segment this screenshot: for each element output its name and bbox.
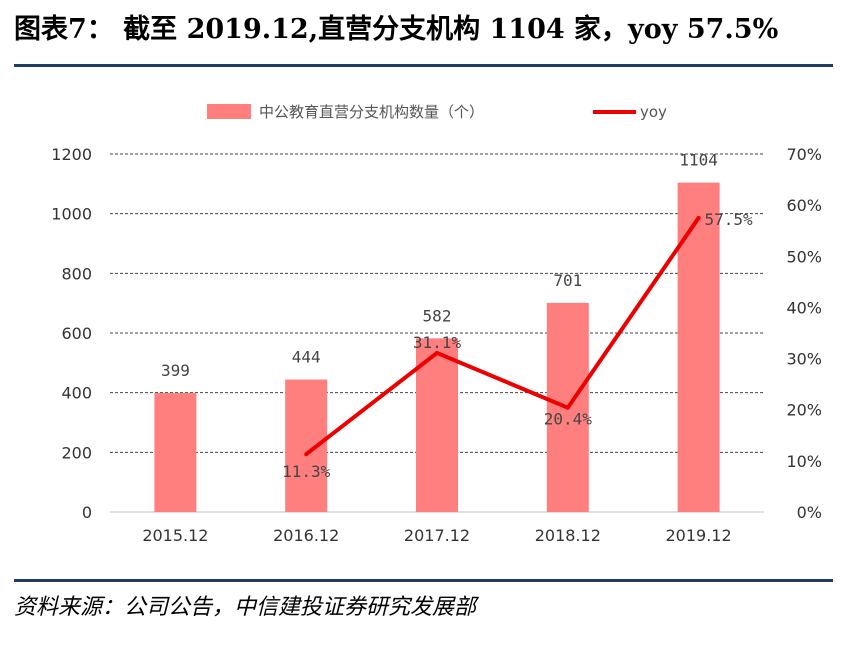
chart-legend: 中公教育直营分支机构数量（个） yoy <box>207 103 667 121</box>
left-tick-label: 1200 <box>51 145 92 164</box>
bar-data-label: 701 <box>553 271 582 290</box>
legend-label-line: yoy <box>640 103 667 121</box>
category-label: 2018.12 <box>535 526 601 545</box>
bar <box>416 338 458 512</box>
right-tick-label: 30% <box>786 350 822 369</box>
bar-data-label: 582 <box>423 306 452 325</box>
yoy-point <box>565 405 570 410</box>
category-label: 2016.12 <box>273 526 339 545</box>
yoy-data-label: 20.4% <box>544 410 593 429</box>
left-tick-label: 400 <box>61 384 92 403</box>
yoy-point <box>696 215 701 220</box>
source-note: 资料来源：公司公告，中信建投证券研究发展部 <box>14 595 477 620</box>
category-label: 2019.12 <box>666 526 732 545</box>
right-axis: 0% 10% 20% 30% 40% 50% 60% 70% <box>786 145 822 522</box>
right-tick-label: 40% <box>786 298 822 317</box>
yoy-data-label: 57.5% <box>705 210 754 229</box>
right-tick-label: 70% <box>786 145 822 164</box>
right-tick-label: 20% <box>786 401 822 420</box>
left-tick-label: 200 <box>61 443 92 462</box>
bar-data-label: 1104 <box>679 151 718 170</box>
yoy-data-label: 31.1% <box>413 333 462 352</box>
bar-data-label: 399 <box>161 361 190 380</box>
category-label: 2017.12 <box>404 526 470 545</box>
category-label: 2015.12 <box>142 526 208 545</box>
left-tick-label: 0 <box>82 503 92 522</box>
yoy-point <box>435 350 439 355</box>
bar-line-chart: 中公教育直营分支机构数量（个） yoy 0 200 400 600 800 1000 120… <box>51 103 822 545</box>
yoy-line <box>304 216 701 456</box>
right-tick-label: 60% <box>786 196 822 215</box>
chart-title: 图表7： 截至 2019.12,直营分支机构 1104 家，yoy 57.5% <box>14 14 779 45</box>
yoy-data-label: 11.3% <box>282 462 331 481</box>
header-rule <box>14 64 833 67</box>
left-tick-label: 600 <box>61 324 92 343</box>
legend-label-bar: 中公教育直营分支机构数量（个） <box>259 103 484 121</box>
left-axis: 0 200 400 600 800 1000 1200 <box>51 145 92 522</box>
bar <box>285 379 328 512</box>
right-tick-label: 10% <box>786 452 822 471</box>
yoy-point <box>304 452 309 457</box>
bar-data-label: 444 <box>292 348 321 367</box>
bar <box>677 182 720 512</box>
left-tick-label: 800 <box>61 264 92 283</box>
category-axis: 2015.12 2016.12 2017.12 2018.12 2019.12 <box>142 526 731 545</box>
bar-series: 399 444 582 701 1104 <box>154 151 720 512</box>
left-tick-label: 1000 <box>51 205 92 224</box>
legend-swatch-bar <box>207 104 251 119</box>
bar <box>154 392 197 512</box>
footer-rule <box>14 579 833 582</box>
right-tick-label: 0% <box>797 503 822 522</box>
line-series: 11.3% 31.1% 20.4% 57.5% <box>282 210 753 481</box>
right-tick-label: 50% <box>786 247 822 266</box>
